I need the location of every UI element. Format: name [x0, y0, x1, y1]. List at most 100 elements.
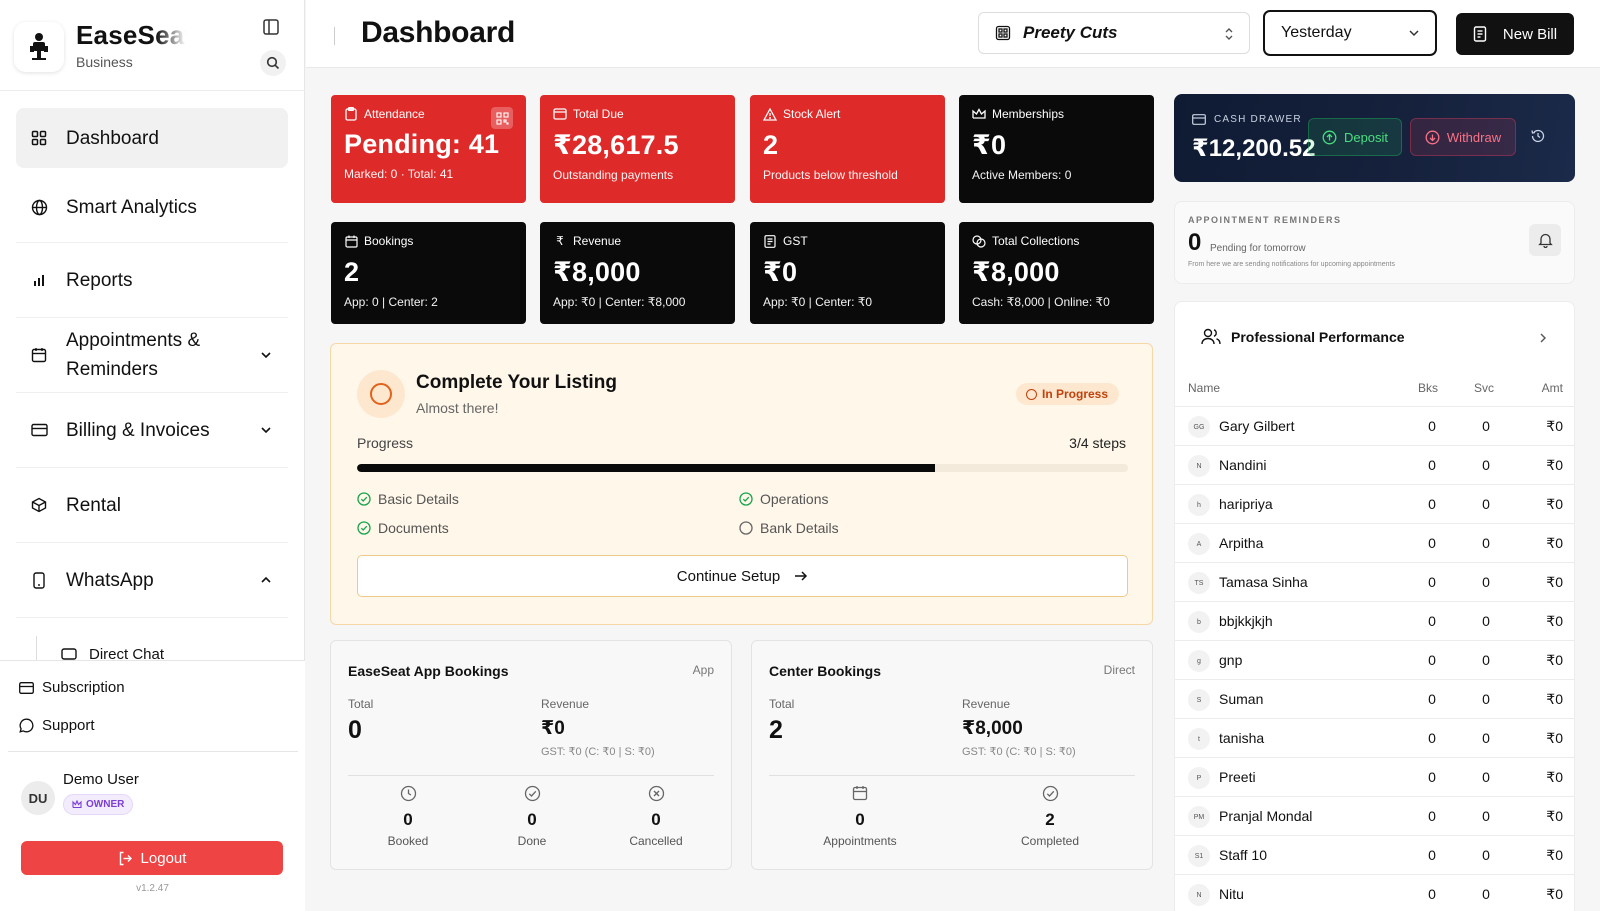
sidebar-item-label: WhatsApp: [66, 569, 154, 591]
stat-subtext: Products below threshold: [763, 168, 898, 182]
continue-setup-button[interactable]: Continue Setup: [357, 555, 1128, 597]
sidebar-item-rental[interactable]: Rental: [16, 468, 288, 543]
sidebar-subitem-direct-chat[interactable]: Direct Chat: [36, 636, 276, 666]
avatar: S1: [1188, 845, 1210, 867]
table-row[interactable]: PM Pranjal Mondal 0 0 ₹0: [1175, 796, 1574, 835]
avatar[interactable]: DU: [21, 781, 55, 815]
search-icon[interactable]: [260, 50, 286, 76]
table-row[interactable]: N Nandini 0 0 ₹0: [1175, 445, 1574, 484]
table-row[interactable]: P Preeti 0 0 ₹0: [1175, 757, 1574, 796]
table-row[interactable]: A Arpitha 0 0 ₹0: [1175, 523, 1574, 562]
services-count: 0: [1482, 613, 1490, 629]
table-row[interactable]: N Nitu 0 0 ₹0: [1175, 874, 1574, 911]
bookings-count: 0: [1428, 457, 1436, 473]
chevron-right-icon[interactable]: [1538, 332, 1548, 344]
app-bookings-card: EaseSeat App Bookings App Total 0 Revenu…: [330, 640, 732, 870]
stat-card-total-due[interactable]: Total Due ₹28,617.5 Outstanding payments: [540, 95, 735, 203]
brand-subtitle: Business: [76, 54, 133, 70]
center-bookings-card: Center Bookings Direct Total 2 Revenue ₹…: [751, 640, 1153, 870]
table-row[interactable]: S1 Staff 10 0 0 ₹0: [1175, 835, 1574, 874]
staff-name: Arpitha: [1219, 535, 1264, 551]
subscription-link[interactable]: Subscription: [18, 679, 125, 696]
deposit-button[interactable]: Deposit: [1308, 118, 1402, 156]
table-row[interactable]: g gnp 0 0 ₹0: [1175, 640, 1574, 679]
sidebar-item-whatsapp[interactable]: WhatsApp: [16, 543, 288, 618]
sidebar-toggle-icon[interactable]: [258, 14, 284, 40]
sidebar-item-dashboard[interactable]: Dashboard: [16, 108, 288, 168]
table-row[interactable]: t tanisha 0 0 ₹0: [1175, 718, 1574, 757]
stat-subtext: App: ₹0 | Center: ₹8,000: [553, 295, 686, 309]
table-row[interactable]: b bbjkkjkjh 0 0 ₹0: [1175, 601, 1574, 640]
stat-card-memberships[interactable]: Memberships ₹0 Active Members: 0: [959, 95, 1154, 203]
sidebar-item-appointments[interactable]: Appointments & Reminders: [16, 318, 288, 393]
history-icon[interactable]: [1530, 128, 1546, 144]
professional-performance-card: Professional Performance Name Bks Svc Am…: [1174, 301, 1575, 911]
avatar: TS: [1188, 572, 1210, 594]
avatar: PM: [1188, 806, 1210, 828]
step-label: Documents: [378, 520, 449, 536]
new-bill-button[interactable]: New Bill: [1456, 13, 1574, 55]
logout-label: Logout: [140, 849, 187, 867]
sidebar-item-smart-analytics[interactable]: Smart Analytics: [16, 170, 288, 243]
amount-value: ₹0: [1546, 730, 1563, 746]
stat-card-attendance[interactable]: Attendance Pending: 41 Marked: 0 · Total…: [331, 95, 526, 203]
staff-name: Suman: [1219, 691, 1264, 707]
divider: [769, 775, 1135, 776]
amount-value: ₹0: [1546, 418, 1563, 434]
support-link[interactable]: Support: [18, 717, 95, 734]
table-row[interactable]: S Suman 0 0 ₹0: [1175, 679, 1574, 718]
avatar: GG: [1188, 416, 1210, 438]
bell-icon[interactable]: [1529, 224, 1561, 256]
stat-card-gst[interactable]: GST ₹0 App: ₹0 | Center: ₹0: [750, 222, 945, 324]
date-range-select[interactable]: Yesterday: [1263, 10, 1437, 56]
total-label: Total: [769, 697, 795, 711]
new-bill-label: New Bill: [1502, 25, 1558, 43]
progress-ring-icon: [357, 370, 405, 418]
amount-value: ₹0: [1546, 613, 1563, 629]
divider: [0, 90, 305, 91]
sidebar-item-billing[interactable]: Billing & Invoices: [16, 393, 288, 468]
table-row[interactable]: h haripriya 0 0 ₹0: [1175, 484, 1574, 523]
stat-number: 0: [403, 810, 413, 829]
avatar: N: [1188, 884, 1210, 906]
stat-value: ₹0: [763, 257, 798, 287]
withdraw-button[interactable]: Withdraw: [1410, 118, 1516, 156]
table-row[interactable]: GG Gary Gilbert 0 0 ₹0: [1175, 406, 1574, 445]
stat-card-bookings[interactable]: Bookings 2 App: 0 | Center: 2: [331, 222, 526, 324]
receipt-icon: [763, 234, 777, 248]
shop-selector[interactable]: Preety Cuts: [978, 12, 1250, 54]
stat-card-total-collections[interactable]: Total Collections ₹8,000 Cash: ₹8,000 | …: [959, 222, 1154, 324]
table-row[interactable]: TS Tamasa Sinha 0 0 ₹0: [1175, 562, 1574, 601]
amount-value: ₹0: [1546, 847, 1563, 863]
staff-name: Preeti: [1219, 769, 1256, 785]
logout-button[interactable]: Logout: [21, 841, 283, 875]
revenue-label: Revenue: [962, 697, 1011, 711]
bookings-count: 0: [1428, 769, 1436, 785]
package-icon: [30, 496, 48, 514]
stat-title: Stock Alert: [783, 107, 841, 121]
rupee-icon: ₹: [556, 234, 564, 248]
appointment-reminders-card: APPOINTMENT REMINDERS 0 Pending for tomo…: [1174, 201, 1575, 284]
services-count: 0: [1482, 418, 1490, 434]
avatar: t: [1188, 728, 1210, 750]
page-title: Dashboard: [361, 16, 515, 49]
staff-name: Pranjal Mondal: [1219, 808, 1313, 824]
cash-drawer-label: CASH DRAWER: [1192, 114, 1302, 125]
stat-card-stock-alert[interactable]: Stock Alert 2 Products below threshold: [750, 95, 945, 203]
stat-card-revenue[interactable]: ₹ Revenue ₹8,000 App: ₹0 | Center: ₹8,000: [540, 222, 735, 324]
clipboard-icon: [344, 107, 358, 121]
check-circle-icon: [477, 783, 587, 803]
staff-name: Nandini: [1219, 457, 1267, 473]
amount-value: ₹0: [1546, 769, 1563, 785]
sidebar-item-label: Reports: [66, 269, 133, 291]
bookings-count: 0: [1428, 808, 1436, 824]
stat-subtext: Marked: 0 · Total: 41: [344, 167, 454, 181]
sidebar-item-reports[interactable]: Reports: [16, 243, 288, 318]
sidebar-footer: Subscription Support DU Demo User OWNER …: [0, 660, 305, 911]
qr-code-icon[interactable]: [491, 107, 513, 129]
step-item: Operations: [739, 491, 828, 507]
sidebar-item-label: Rental: [66, 494, 121, 516]
store-icon: [995, 25, 1011, 41]
amount-value: ₹0: [1546, 691, 1563, 707]
progress-label: Progress: [357, 435, 414, 451]
